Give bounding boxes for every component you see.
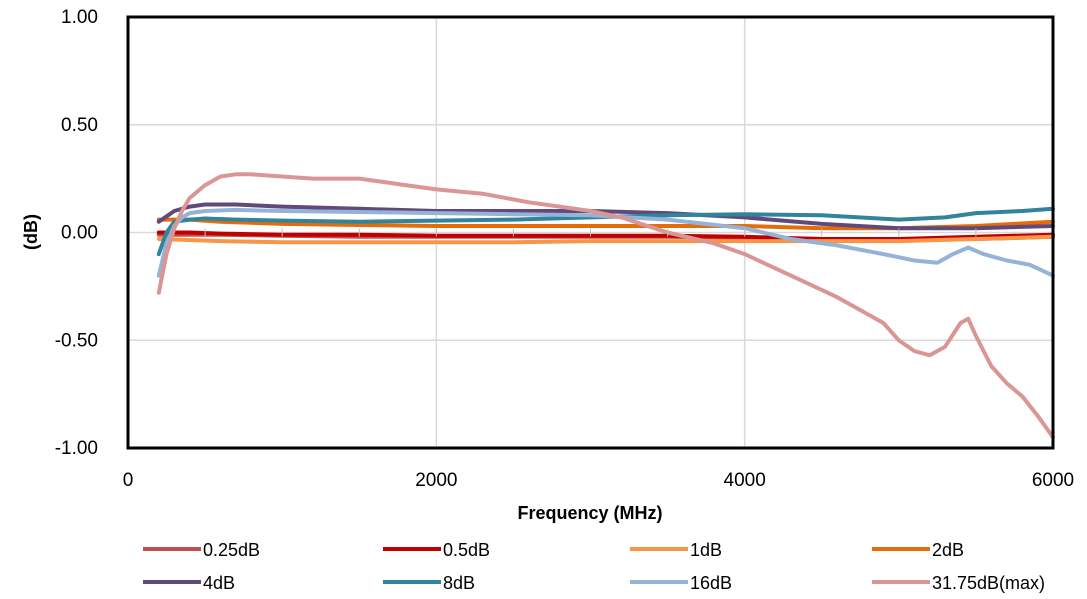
legend-label: 1dB xyxy=(690,540,722,560)
y-axis-title: (dB) xyxy=(21,214,41,250)
series-line-5 xyxy=(156,206,1055,257)
legend-label: 0.5dB xyxy=(443,540,490,560)
legend-label: 2dB xyxy=(932,540,964,560)
series-line-6 xyxy=(156,207,1055,278)
y-tick-label: 0.50 xyxy=(61,115,98,136)
legend-label: 0.25dB xyxy=(203,540,260,560)
plot-area-border xyxy=(126,15,1055,450)
y-tick-label: -0.50 xyxy=(55,330,98,351)
series-line-1 xyxy=(156,230,1055,241)
series-line-2 xyxy=(156,234,1055,245)
x-tick-label: 4000 xyxy=(724,470,766,491)
tick-labels: 0 2000 4000 6000 1.00 0.50 0.00 -0.50 -1.00 xyxy=(55,7,1074,491)
x-tick-label: 0 xyxy=(123,470,134,491)
axis-ticks xyxy=(204,228,977,237)
y-tick-label: 0.00 xyxy=(61,223,98,244)
legend-label: 31.75dB(max) xyxy=(932,573,1045,593)
y-tick-label: -1.00 xyxy=(55,438,98,459)
x-tick-label: 6000 xyxy=(1032,470,1074,491)
legend: 0.25dB 0.5dB 1dB 2dB 4dB 8dB 16dB 31.75dB(max) xyxy=(143,540,1045,593)
series-line-4 xyxy=(156,202,1055,231)
series-lines xyxy=(156,172,1055,440)
legend-label: 4dB xyxy=(203,573,235,593)
x-tick-label: 2000 xyxy=(415,470,457,491)
series-line-7 xyxy=(156,172,1055,440)
legend-label: 16dB xyxy=(690,573,732,593)
y-tick-label: 1.00 xyxy=(61,7,98,28)
legend-label: 8dB xyxy=(443,573,475,593)
x-axis-title: Frequency (MHz) xyxy=(517,503,662,523)
